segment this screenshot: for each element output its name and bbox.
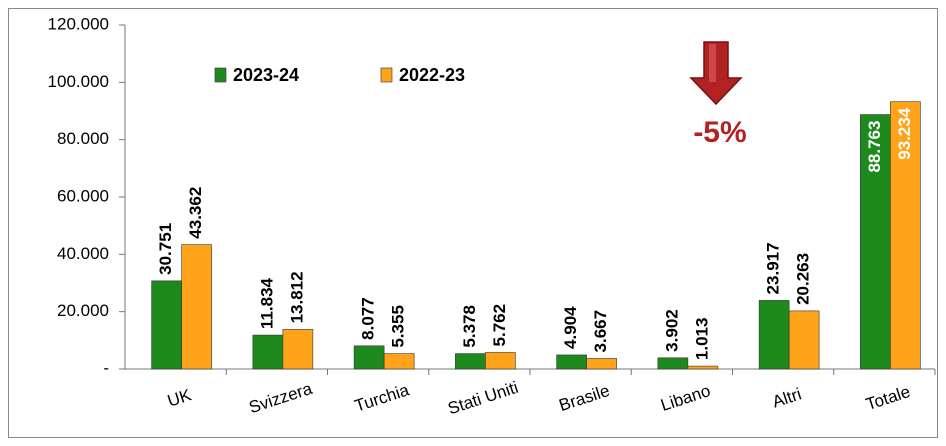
legend-label: 2023-24	[233, 65, 299, 85]
x-tick-label: Totale	[864, 382, 913, 414]
bar	[455, 353, 486, 370]
annotation: -5%	[693, 116, 746, 149]
y-tick-label: 120.000	[48, 14, 109, 33]
legend-label: 2022-23	[399, 65, 465, 85]
value-label: 1.013	[692, 318, 711, 361]
y-tick-label: 60.000	[57, 186, 109, 205]
bar	[586, 358, 617, 370]
legend-swatch	[214, 67, 227, 83]
value-label: 20.263	[794, 253, 813, 305]
x-tick-label: Libano	[658, 381, 712, 415]
x-tick-label: UK	[165, 385, 194, 411]
y-tick-label: 100.000	[48, 72, 109, 91]
y-tick-label: 20.000	[57, 301, 109, 320]
value-label: 93.234	[895, 107, 914, 160]
bar	[252, 334, 284, 370]
x-tick-label: Turchia	[352, 380, 412, 416]
value-label: 30.751	[156, 223, 175, 275]
x-tick-label: Svizzera	[247, 379, 315, 417]
bar	[758, 300, 790, 370]
bar	[282, 329, 314, 370]
legend-swatch	[380, 67, 393, 83]
value-label: 11.834	[257, 277, 276, 329]
bar	[556, 354, 587, 370]
y-tick-label: -	[103, 358, 109, 377]
value-label: 3.667	[591, 310, 610, 353]
value-label: 4.904	[561, 306, 580, 349]
bar	[485, 352, 516, 370]
bar	[687, 365, 719, 370]
bar	[383, 353, 415, 370]
value-label: 23.917	[764, 242, 783, 294]
x-tick-label: Stati Uniti	[446, 378, 521, 419]
value-label: 88.763	[865, 121, 884, 173]
bar	[860, 114, 891, 370]
x-tick-label: Brasile	[557, 381, 612, 415]
value-label: 3.902	[662, 309, 681, 352]
down-arrow	[689, 41, 743, 106]
chart-frame	[8, 8, 938, 438]
value-label: 5.355	[389, 305, 408, 348]
value-label: 5.378	[460, 305, 479, 348]
bar	[181, 244, 212, 370]
bar	[890, 101, 921, 370]
value-label: 13.812	[287, 271, 306, 323]
bar	[353, 345, 385, 370]
y-tick-label: 80.000	[57, 129, 109, 148]
bar	[151, 280, 182, 370]
y-tick-label: 40.000	[57, 244, 109, 263]
x-tick-label: Altri	[770, 384, 804, 411]
value-label: 43.362	[186, 187, 205, 239]
bar	[657, 357, 689, 370]
value-label: 5.762	[490, 304, 509, 347]
bar	[788, 310, 820, 370]
value-label: 8.077	[359, 297, 378, 340]
